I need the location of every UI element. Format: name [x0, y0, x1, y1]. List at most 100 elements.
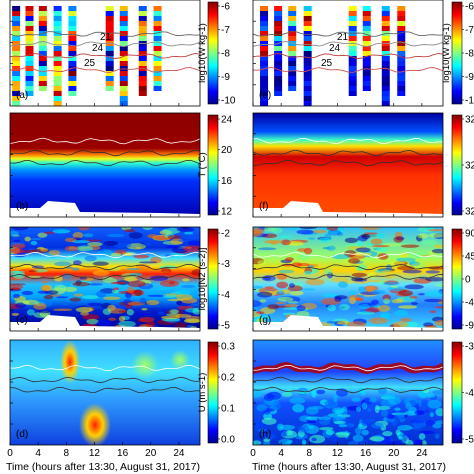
epsilon-cell [53, 66, 62, 71]
epsilon-cell [138, 6, 147, 11]
epsilon-cell [12, 61, 21, 66]
epsilon-cell [12, 76, 21, 81]
epsilon-cell [119, 56, 128, 61]
epsilon-cell [303, 6, 312, 11]
epsilon-cell [348, 71, 357, 76]
epsilon-cell [53, 6, 62, 11]
epsilon-cell [348, 81, 357, 86]
epsilon-cell [53, 81, 62, 86]
panel-label: (a) [16, 90, 28, 101]
epsilon-cell [68, 86, 77, 91]
epsilon-cell [348, 61, 357, 66]
epsilon-cell [397, 76, 406, 81]
colorbar-tick: -9 [465, 72, 474, 83]
epsilon-cell [25, 51, 34, 56]
epsilon-cell [288, 66, 297, 71]
epsilon-cell [381, 96, 390, 101]
epsilon-cell [68, 61, 77, 66]
epsilon-cell [12, 91, 21, 96]
epsilon-cell [105, 71, 114, 76]
epsilon-cell [138, 16, 147, 21]
contour-label: 21 [337, 32, 349, 43]
epsilon-cell [303, 11, 312, 16]
epsilon-cell [362, 26, 371, 31]
colorbar-tick: -6 [465, 2, 474, 13]
epsilon-cell [138, 81, 147, 86]
epsilon-cell [260, 36, 269, 41]
epsilon-cell [303, 46, 312, 51]
epsilon-cell [38, 26, 47, 31]
colorbar-tick: -3 [221, 259, 230, 270]
epsilon-cell [12, 86, 21, 91]
epsilon-cell [303, 91, 312, 96]
epsilon-cell [138, 51, 147, 56]
epsilon-cell [303, 66, 312, 71]
epsilon-cell [397, 51, 406, 56]
epsilon-cell [381, 101, 390, 106]
epsilon-cell [362, 51, 371, 56]
epsilon-cell [153, 81, 162, 86]
epsilon-cell [25, 16, 34, 21]
epsilon-cell [53, 91, 62, 96]
epsilon-cell [25, 66, 34, 71]
epsilon-cell [68, 46, 77, 51]
panel-label: (h) [259, 429, 271, 440]
epsilon-cell [119, 76, 128, 81]
epsilon-cell [288, 86, 297, 91]
epsilon-cell [260, 86, 269, 91]
colorbar-tick: -5 [465, 435, 474, 446]
isopycnal [253, 67, 443, 73]
epsilon-cell [38, 36, 47, 41]
epsilon-cell [38, 61, 47, 66]
epsilon-cell [274, 21, 283, 26]
epsilon-cell [138, 56, 147, 61]
epsilon-cell [348, 56, 357, 61]
epsilon-cell [260, 76, 269, 81]
epsilon-cell [138, 26, 147, 31]
x-tick-label: 16 [360, 448, 372, 459]
epsilon-cell [38, 76, 47, 81]
x-tick-label: 24 [416, 448, 428, 459]
epsilon-cell [274, 31, 283, 36]
x-tick-label: 20 [145, 448, 157, 459]
epsilon-cell [288, 6, 297, 11]
colorbar-tick: 90 [465, 229, 474, 240]
epsilon-cell [53, 16, 62, 21]
colorbar [207, 1, 219, 105]
epsilon-cell [68, 31, 77, 36]
epsilon-cell [381, 6, 390, 11]
epsilon-cell [397, 66, 406, 71]
epsilon-cell [260, 61, 269, 66]
colorbar-tick: -3 [465, 342, 474, 353]
epsilon-cell [119, 71, 128, 76]
panel-label: (g) [259, 315, 271, 326]
epsilon-cell [153, 16, 162, 21]
panel-label: (b) [16, 201, 28, 212]
epsilon-cell [119, 11, 128, 16]
epsilon-cell [260, 26, 269, 31]
colorbar-tick: -90 [465, 321, 474, 332]
contour-label: 21 [100, 32, 112, 43]
epsilon-cell [119, 16, 128, 21]
epsilon-cell [362, 41, 371, 46]
epsilon-cell [260, 31, 269, 36]
epsilon-cell [303, 36, 312, 41]
epsilon-cell [138, 21, 147, 26]
epsilon-cell [348, 91, 357, 96]
epsilon-cell [105, 66, 114, 71]
epsilon-cell [303, 16, 312, 21]
isopycnal [10, 53, 200, 59]
colorbar-label: U (m s-1) [197, 373, 208, 413]
isopycnal [253, 376, 443, 384]
colorbar-tick: 32. [465, 115, 474, 126]
epsilon-cell [153, 71, 162, 76]
x-tick-label: 12 [89, 448, 101, 459]
epsilon-cell [260, 6, 269, 11]
colorbar [207, 114, 219, 216]
epsilon-cell [303, 86, 312, 91]
isopycnal [253, 41, 443, 47]
epsilon-cell [274, 11, 283, 16]
epsilon-cell [53, 56, 62, 61]
epsilon-cell [119, 86, 128, 91]
